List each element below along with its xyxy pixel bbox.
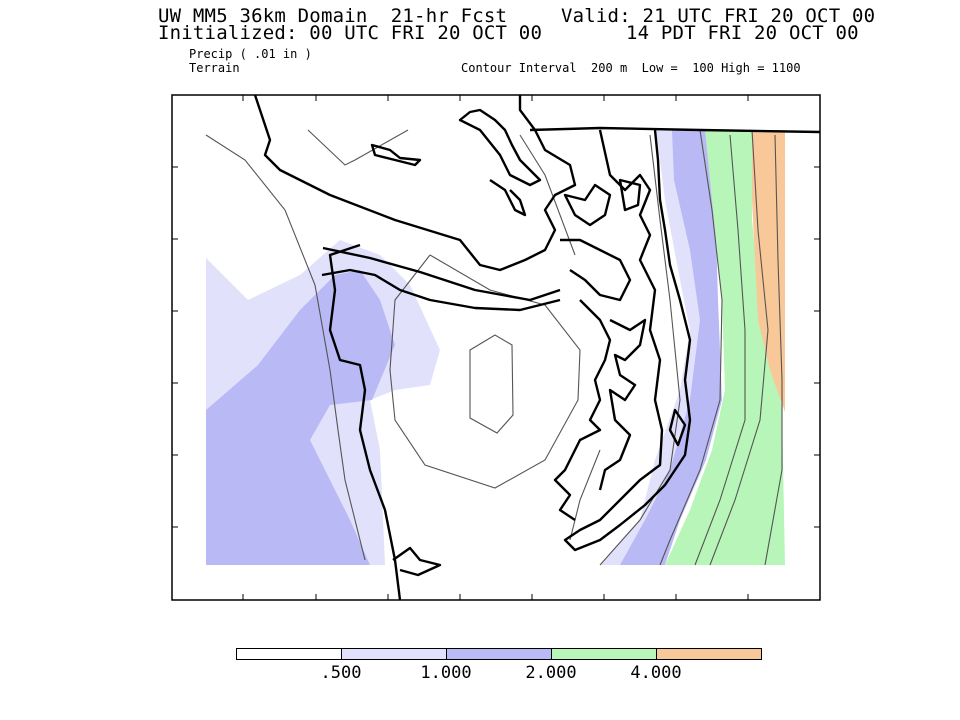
precip-area-medium-west bbox=[206, 270, 395, 565]
legend-swatch-0 bbox=[236, 648, 342, 660]
precip-area-medium-east bbox=[620, 130, 722, 565]
legend-label-1: 1.000 bbox=[420, 663, 472, 683]
legend-label-2: 2.000 bbox=[525, 663, 577, 683]
legend-swatch-1 bbox=[341, 648, 447, 660]
terrain-contours bbox=[205, 129, 783, 566]
legend-label-3: 4.000 bbox=[630, 663, 682, 683]
legend-label-0: .500 bbox=[320, 663, 362, 683]
initialized-time: Initialized: 00 UTC FRI 20 OCT 00 bbox=[158, 22, 543, 44]
precip-area-green bbox=[665, 130, 785, 565]
legend-swatch-2 bbox=[446, 648, 552, 660]
legend-swatch-3 bbox=[551, 648, 657, 660]
coastlines bbox=[253, 94, 821, 601]
model-title: UW MM5 36km Domain 21-hr Fcst bbox=[158, 5, 508, 27]
legend-swatch-4 bbox=[656, 648, 762, 660]
contour-interval-info: Contour Interval 200 m Low = 100 High = … bbox=[461, 61, 801, 75]
valid-time-pdt: 14 PDT FRI 20 OCT 00 bbox=[626, 22, 859, 44]
terrain-field-label: Terrain bbox=[189, 61, 240, 75]
precip-field-label: Precip ( .01 in ) bbox=[189, 47, 312, 61]
valid-time-utc: Valid: 21 UTC FRI 20 OCT 00 bbox=[561, 5, 876, 27]
map-border bbox=[171, 94, 821, 601]
map-tick-marks bbox=[172, 95, 820, 600]
